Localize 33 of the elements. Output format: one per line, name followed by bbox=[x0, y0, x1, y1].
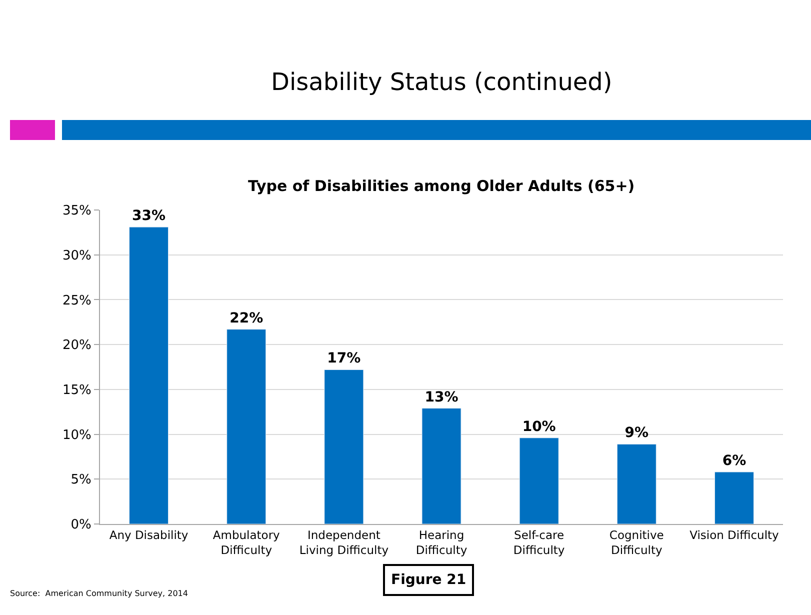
source-note: Source: American Community Survey, 2014 bbox=[10, 589, 188, 598]
y-tick-label: 35% bbox=[62, 204, 92, 219]
chart-subtitle: Type of Disabilities among Older Adults (65+) bbox=[248, 177, 635, 195]
x-tick-label: Self-care Difficulty bbox=[513, 528, 565, 557]
y-tick-label: 10% bbox=[62, 428, 92, 443]
bar bbox=[324, 369, 364, 524]
y-tick-label: 0% bbox=[70, 518, 92, 533]
x-tick-label: Vision Difficulty bbox=[690, 528, 780, 542]
data-label: 22% bbox=[230, 310, 264, 326]
caption: Figure 21 bbox=[391, 572, 466, 588]
data-label: 33% bbox=[132, 208, 166, 224]
x-tick-label: Cognitive Difficulty bbox=[609, 528, 664, 557]
data-label: 17% bbox=[327, 350, 361, 367]
bar bbox=[129, 226, 169, 524]
data-label: 13% bbox=[424, 389, 458, 406]
x-tick-label: Any Disability bbox=[109, 528, 188, 542]
y-tick-label: 5% bbox=[70, 472, 92, 488]
y-tick-label: 25% bbox=[62, 293, 92, 308]
x-tick-label: Ambulatory Difficulty bbox=[212, 528, 280, 557]
data-label: 9% bbox=[624, 425, 649, 442]
bar bbox=[714, 472, 754, 524]
x-tick-label: Independent Living Difficulty bbox=[299, 528, 389, 557]
bar bbox=[519, 438, 559, 524]
chart-title: Disability Status (continued) bbox=[271, 68, 612, 96]
bar bbox=[616, 444, 656, 524]
y-tick-label: 20% bbox=[62, 338, 92, 354]
x-tick-label: Hearing Difficulty bbox=[416, 528, 468, 557]
data-label: 6% bbox=[722, 452, 746, 469]
bar bbox=[226, 329, 266, 524]
bar bbox=[422, 408, 462, 524]
y-tick-label: 15% bbox=[62, 382, 92, 398]
data-label: 10% bbox=[522, 418, 556, 435]
y-tick-label: 30% bbox=[62, 248, 92, 264]
